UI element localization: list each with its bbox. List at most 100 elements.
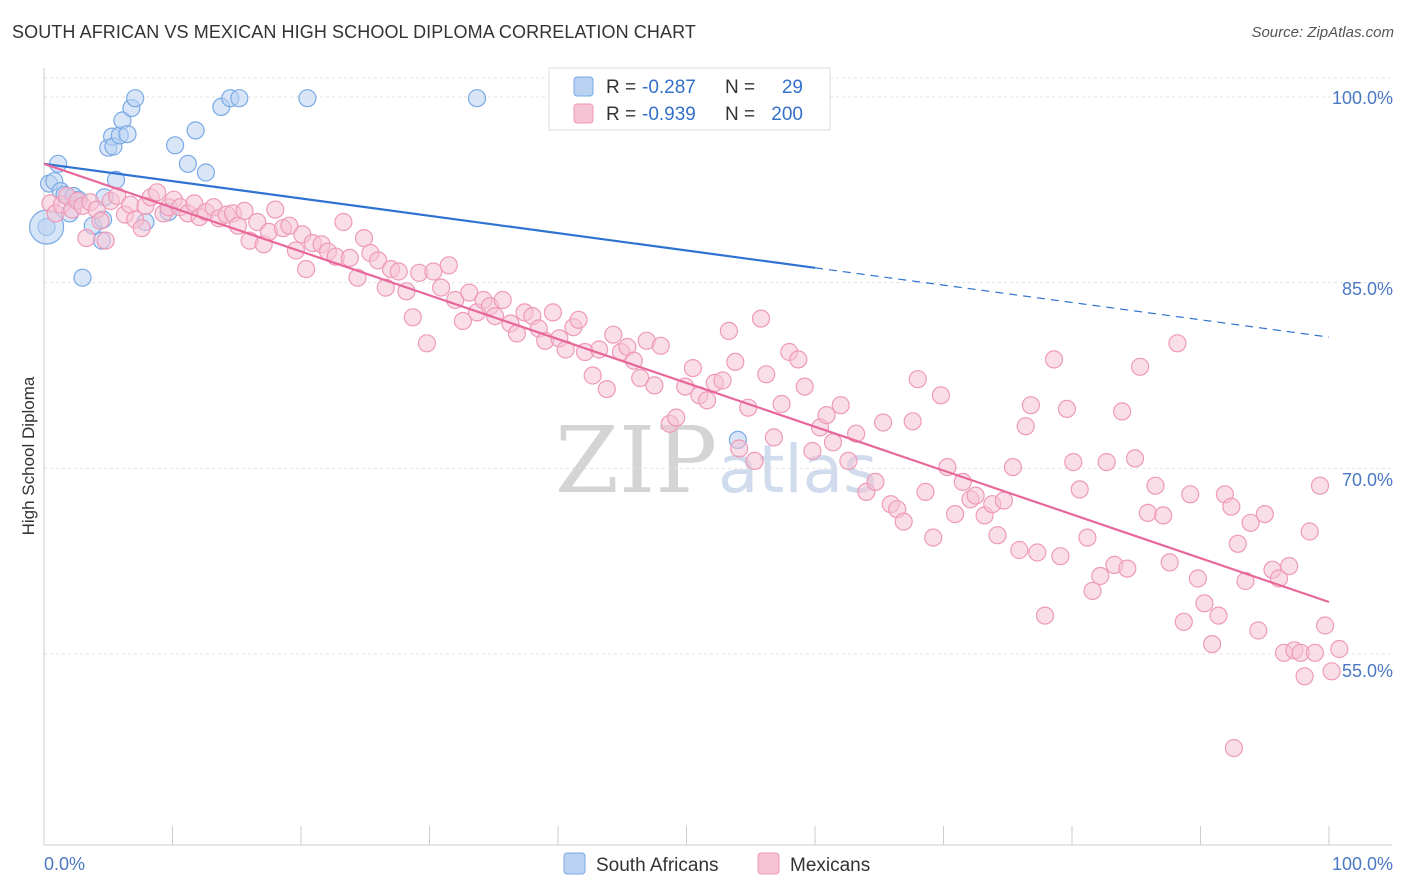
- x-tick-label-min: 0.0%: [44, 854, 85, 874]
- mexicans-point-188: [1300, 522, 1319, 541]
- mexicans-point-120: [831, 396, 850, 415]
- mexicans-point-156: [1091, 566, 1110, 586]
- bottom-legend-swatch-south-africans: [563, 852, 586, 875]
- mexicans-point-130: [908, 370, 927, 389]
- mexicans-point-142: [994, 491, 1014, 510]
- mexicans-point-178: [1241, 513, 1260, 532]
- mexicans-point-124: [866, 472, 885, 491]
- mexicans-point-135: [945, 504, 965, 524]
- y-tick-label-100: 100.0%: [1332, 88, 1393, 108]
- mexicans-point-132: [924, 528, 943, 547]
- mexicans-point-141: [988, 526, 1007, 545]
- mexicans-point-169: [1181, 485, 1200, 504]
- mexicans-point-193: [1330, 639, 1349, 659]
- mexicans-point-194: [1224, 738, 1244, 758]
- mexicans-point-159: [1112, 402, 1132, 421]
- bottom-legend-swatch-mexicans: [757, 852, 780, 875]
- mexicans-point-62: [424, 262, 443, 281]
- mexicans-point-161: [1125, 449, 1145, 468]
- mexicans-point-157: [1097, 453, 1116, 472]
- mexicans-point-87: [597, 380, 616, 399]
- mexicans-point-155: [1083, 581, 1102, 601]
- mexicans-point-165: [1154, 506, 1173, 525]
- y-tick-label-85: 85.0%: [1342, 279, 1393, 299]
- bottom-legend-label-south-africans: South Africans: [596, 855, 719, 876]
- south-africans-point-22: [126, 89, 145, 108]
- legend-n-label-2: N =: [725, 104, 755, 125]
- mexicans-point-129: [903, 412, 922, 431]
- grid-lines: [44, 77, 1393, 655]
- mexicans-point-149: [1044, 350, 1064, 369]
- mexicans-point-39: [266, 200, 285, 219]
- legend-r-label-1: R =: [606, 77, 636, 98]
- mexicans-point-147: [1028, 543, 1047, 562]
- mexicans-point-54: [369, 251, 388, 270]
- mexicans-point-166: [1160, 553, 1179, 572]
- mexicans-point-168: [1174, 612, 1193, 631]
- mexicans-point-85: [583, 366, 602, 385]
- mexicans-point-150: [1051, 547, 1070, 566]
- south-africans-point-27: [186, 121, 205, 140]
- trend-line-south-africans-dashed: [814, 267, 1330, 338]
- mexicans-point-109: [751, 309, 771, 328]
- legend-n-value-2: 200: [771, 104, 803, 125]
- bottom-legend-label-mexicans: Mexicans: [790, 855, 870, 876]
- mexicans-point-176: [1228, 534, 1247, 553]
- mexicans-point-79: [543, 303, 563, 322]
- trend-lines: [43, 162, 1330, 604]
- mexicans-point-61: [417, 334, 436, 353]
- mexicans-point-118: [817, 406, 836, 425]
- trend-line-mexicans: [43, 162, 1330, 604]
- mexicans-point-125: [873, 413, 893, 432]
- mexicans-point-180: [1255, 504, 1274, 524]
- mexicans-point-173: [1209, 606, 1228, 625]
- mexicans-point-57: [389, 262, 408, 281]
- mexicans-point-191: [1315, 616, 1335, 635]
- mexicans-point-92: [631, 368, 650, 388]
- mexicans-point-55: [376, 278, 395, 297]
- mexicans-point-97: [667, 408, 686, 427]
- mexicans-point-122: [846, 424, 866, 443]
- mexicans-point-144: [1010, 540, 1029, 560]
- south-africans-point-20: [118, 125, 137, 144]
- y-tick-label-70: 70.0%: [1342, 470, 1393, 490]
- mexicans-point-11: [96, 231, 115, 250]
- mexicans-point-119: [823, 433, 843, 452]
- legend-swatch-south-africans: [573, 76, 594, 97]
- south-africans-point-28: [196, 163, 215, 182]
- mexicans-point-154: [1078, 528, 1097, 547]
- mexicans-point-145: [1016, 417, 1035, 436]
- mexicans-point-187: [1295, 667, 1314, 686]
- mexicans-point-151: [1057, 399, 1077, 418]
- mexicans-point-138: [966, 486, 985, 505]
- south-africans-point-9: [73, 268, 92, 287]
- mexicans-point-34: [235, 201, 254, 220]
- mexicans-point-66: [453, 311, 472, 331]
- mexicans-point-115: [795, 377, 814, 396]
- mexicans-point-175: [1222, 497, 1241, 516]
- mexicans-point-83: [569, 310, 588, 329]
- mexicans-point-112: [772, 394, 791, 414]
- mexicans-point-20: [148, 183, 167, 202]
- chart-source: Source: ZipAtlas.com: [1251, 24, 1394, 41]
- mexicans-point-164: [1146, 476, 1165, 495]
- legend-r-value-2: -0.939: [642, 104, 696, 125]
- series-mexicans: [41, 183, 1349, 758]
- stats-legend: R = -0.287 N = 29 R = -0.939 N = 200: [548, 67, 831, 131]
- mexicans-point-88: [604, 325, 623, 344]
- mexicans-point-152: [1064, 453, 1083, 472]
- mexicans-point-94: [645, 376, 664, 395]
- mexicans-point-170: [1188, 569, 1208, 588]
- mexicans-point-148: [1035, 606, 1055, 625]
- mexicans-point-160: [1118, 559, 1137, 578]
- mexicans-point-91: [624, 351, 643, 370]
- mexicans-point-163: [1138, 503, 1157, 523]
- mexicans-point-51: [348, 268, 367, 287]
- mexicans-point-110: [757, 365, 776, 384]
- x-tick-label-max: 100.0%: [1332, 854, 1393, 874]
- mexicans-point-72: [493, 290, 512, 310]
- mexicans-point-104: [719, 321, 739, 340]
- mexicans-point-67: [460, 283, 479, 302]
- mexicans-point-49: [334, 212, 353, 232]
- mexicans-point-121: [839, 451, 858, 470]
